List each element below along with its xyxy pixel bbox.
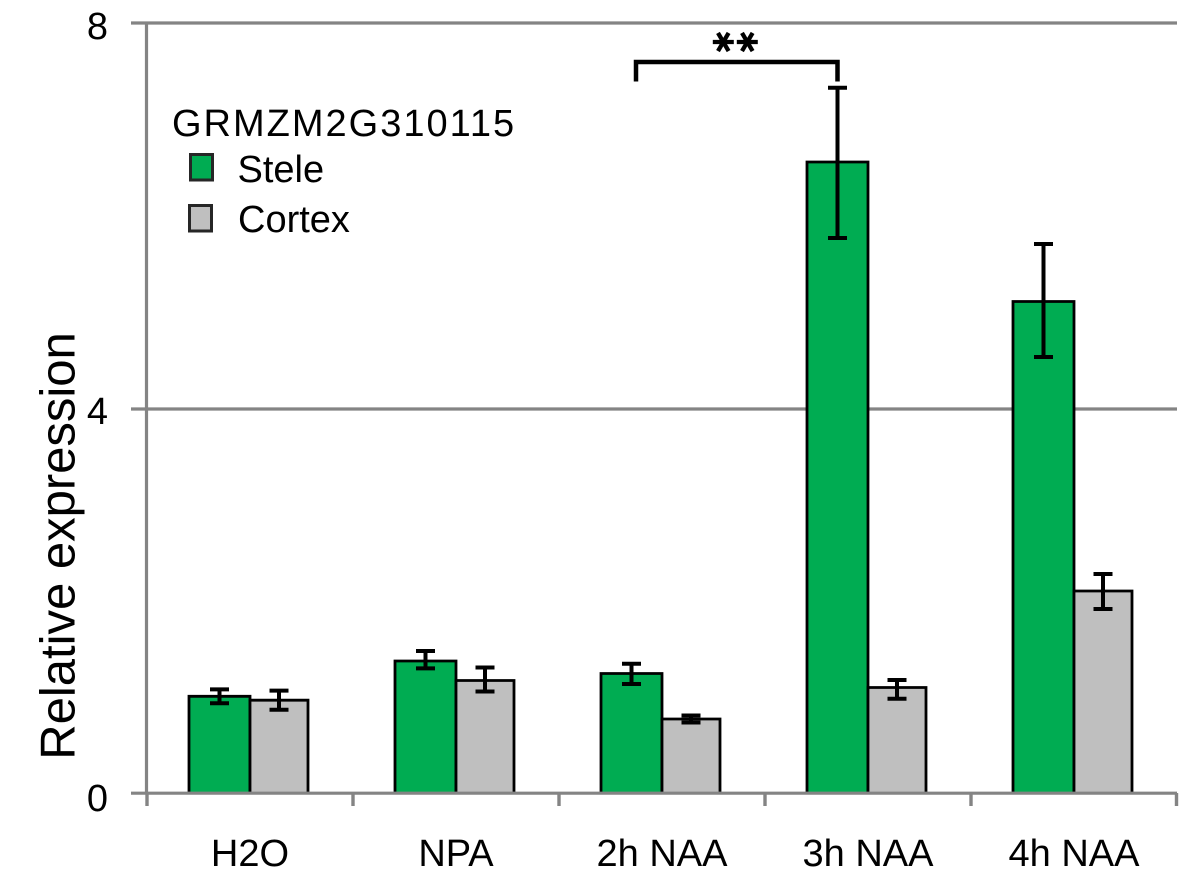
svg-text:Relative expression: Relative expression <box>32 332 86 760</box>
svg-text:4h NAA: 4h NAA <box>1009 833 1141 875</box>
svg-text:2h NAA: 2h NAA <box>597 833 729 875</box>
svg-text:3h NAA: 3h NAA <box>803 833 935 875</box>
svg-text:4: 4 <box>87 391 108 433</box>
svg-text:NPA: NPA <box>418 833 494 875</box>
svg-text:0: 0 <box>87 778 108 820</box>
svg-text:Stele: Stele <box>238 149 325 191</box>
svg-text:Cortex: Cortex <box>238 199 350 241</box>
svg-text:GRMZM2G310115: GRMZM2G310115 <box>172 103 516 145</box>
svg-text:8: 8 <box>87 6 108 48</box>
svg-text:H2O: H2O <box>211 833 289 875</box>
